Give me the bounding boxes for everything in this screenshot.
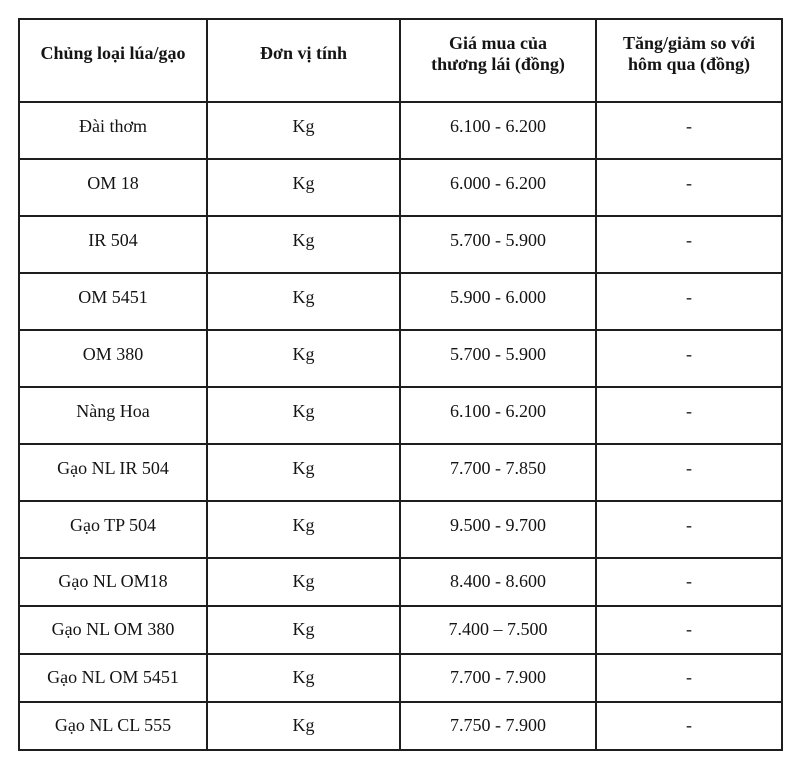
change-cell: - xyxy=(595,272,783,331)
variety-cell: OM 5451 xyxy=(18,272,208,331)
column-header-unit: Đơn vị tính xyxy=(206,18,401,103)
header-line: thương lái (đồng) xyxy=(431,53,565,74)
price-cell: 6.100 - 6.200 xyxy=(399,386,597,445)
unit-cell: Kg xyxy=(206,386,401,445)
price-cell: 5.900 - 6.000 xyxy=(399,272,597,331)
header-line: hôm qua (đồng) xyxy=(627,53,751,74)
change-cell: - xyxy=(595,101,783,160)
variety-cell: Gạo TP 504 xyxy=(18,500,208,559)
variety-cell: Gạo NL OM 380 xyxy=(18,605,208,655)
change-cell: - xyxy=(595,500,783,559)
variety-cell: Gạo NL OM18 xyxy=(18,557,208,607)
table-row: Gạo NL OM 380 Kg 7.400 – 7.500 - xyxy=(18,605,783,655)
price-cell: 5.700 - 5.900 xyxy=(399,329,597,388)
unit-cell: Kg xyxy=(206,158,401,217)
price-cell: 7.700 - 7.900 xyxy=(399,653,597,703)
change-cell: - xyxy=(595,329,783,388)
table-row: Đài thơm Kg 6.100 - 6.200 - xyxy=(18,101,783,160)
column-header-change: Tăng/giảm so với hôm qua (đồng) xyxy=(595,18,783,103)
table-row: Gạo NL OM18 Kg 8.400 - 8.600 - xyxy=(18,557,783,607)
price-cell: 8.400 - 8.600 xyxy=(399,557,597,607)
table-row: OM 5451 Kg 5.900 - 6.000 - xyxy=(18,272,783,331)
variety-cell: Đài thơm xyxy=(18,101,208,160)
variety-cell: OM 380 xyxy=(18,329,208,388)
header-line: Chủng loại lúa/gạo xyxy=(40,43,186,63)
price-cell: 6.100 - 6.200 xyxy=(399,101,597,160)
unit-cell: Kg xyxy=(206,443,401,502)
table-row: IR 504 Kg 5.700 - 5.900 - xyxy=(18,215,783,274)
table-row: OM 18 Kg 6.000 - 6.200 - xyxy=(18,158,783,217)
unit-cell: Kg xyxy=(206,272,401,331)
table-row: Nàng Hoa Kg 6.100 - 6.200 - xyxy=(18,386,783,445)
change-cell: - xyxy=(595,557,783,607)
header-line: Giá mua của xyxy=(448,32,547,53)
unit-cell: Kg xyxy=(206,500,401,559)
unit-cell: Kg xyxy=(206,605,401,655)
change-cell: - xyxy=(595,653,783,703)
rice-price-table: Chủng loại lúa/gạo Đơn vị tính Giá mua c… xyxy=(18,18,783,751)
table-row: Gạo TP 504 Kg 9.500 - 9.700 - xyxy=(18,500,783,559)
change-cell: - xyxy=(595,605,783,655)
variety-cell: IR 504 xyxy=(18,215,208,274)
price-cell: 7.400 – 7.500 xyxy=(399,605,597,655)
unit-cell: Kg xyxy=(206,701,401,751)
variety-cell: Gạo NL CL 555 xyxy=(18,701,208,751)
price-cell: 7.750 - 7.900 xyxy=(399,701,597,751)
change-cell: - xyxy=(595,158,783,217)
header-line: Tăng/giảm so với xyxy=(623,32,755,53)
table-row: Gạo NL CL 555 Kg 7.750 - 7.900 - xyxy=(18,701,783,751)
unit-cell: Kg xyxy=(206,329,401,388)
column-header-variety: Chủng loại lúa/gạo xyxy=(18,18,208,103)
price-cell: 6.000 - 6.200 xyxy=(399,158,597,217)
change-cell: - xyxy=(595,701,783,751)
header-line: Đơn vị tính xyxy=(260,43,347,63)
variety-cell: OM 18 xyxy=(18,158,208,217)
price-cell: 7.700 - 7.850 xyxy=(399,443,597,502)
price-cell: 5.700 - 5.900 xyxy=(399,215,597,274)
table-row: OM 380 Kg 5.700 - 5.900 - xyxy=(18,329,783,388)
change-cell: - xyxy=(595,386,783,445)
table-row: Gạo NL IR 504 Kg 7.700 - 7.850 - xyxy=(18,443,783,502)
change-cell: - xyxy=(595,215,783,274)
price-cell: 9.500 - 9.700 xyxy=(399,500,597,559)
unit-cell: Kg xyxy=(206,653,401,703)
header-row: Chủng loại lúa/gạo Đơn vị tính Giá mua c… xyxy=(18,18,783,103)
variety-cell: Gạo NL OM 5451 xyxy=(18,653,208,703)
column-header-price: Giá mua của thương lái (đồng) xyxy=(399,18,597,103)
unit-cell: Kg xyxy=(206,215,401,274)
unit-cell: Kg xyxy=(206,557,401,607)
unit-cell: Kg xyxy=(206,101,401,160)
variety-cell: Nàng Hoa xyxy=(18,386,208,445)
variety-cell: Gạo NL IR 504 xyxy=(18,443,208,502)
table-row: Gạo NL OM 5451 Kg 7.700 - 7.900 - xyxy=(18,653,783,703)
change-cell: - xyxy=(595,443,783,502)
